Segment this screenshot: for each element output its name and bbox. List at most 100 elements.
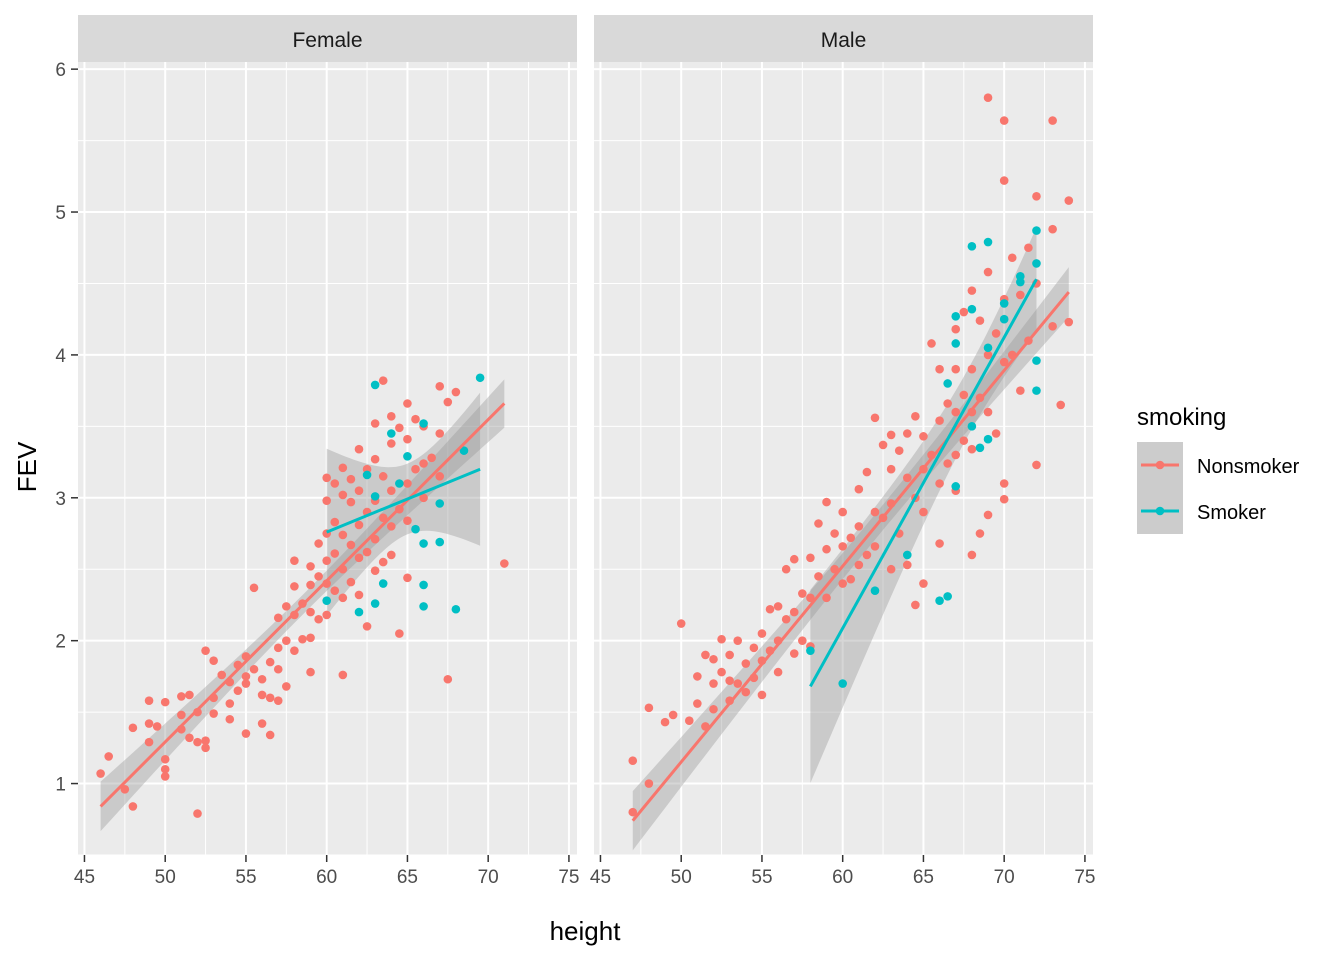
data-point-smoker xyxy=(967,242,977,251)
data-point-nonsmoker xyxy=(886,464,896,474)
data-point-nonsmoker xyxy=(96,769,105,778)
data-point-smoker xyxy=(1032,226,1041,235)
data-point-smoker xyxy=(435,537,445,547)
data-point-nonsmoker xyxy=(773,602,783,611)
data-point-nonsmoker xyxy=(177,710,186,720)
data-point-nonsmoker xyxy=(338,463,348,473)
data-point-nonsmoker xyxy=(806,593,815,603)
data-point-nonsmoker xyxy=(395,423,404,433)
data-point-nonsmoker xyxy=(386,522,396,531)
data-point-nonsmoker xyxy=(911,412,920,421)
data-point-nonsmoker xyxy=(935,364,944,374)
y-tick-label: 5 xyxy=(55,203,66,224)
data-point-nonsmoker xyxy=(346,540,356,550)
data-point-smoker xyxy=(983,343,993,353)
data-point-smoker xyxy=(403,452,412,461)
data-point-nonsmoker xyxy=(1032,460,1041,470)
data-point-smoker xyxy=(951,312,961,321)
data-point-nonsmoker xyxy=(338,593,348,603)
data-point-nonsmoker xyxy=(403,399,412,408)
data-point-nonsmoker xyxy=(160,754,170,764)
data-point-nonsmoker xyxy=(773,667,783,677)
data-point-smoker xyxy=(411,524,420,534)
data-point-nonsmoker xyxy=(975,529,985,538)
data-point-nonsmoker xyxy=(660,717,670,727)
data-point-nonsmoker xyxy=(330,479,340,488)
data-point-nonsmoker xyxy=(1064,317,1074,327)
data-point-nonsmoker xyxy=(500,559,509,568)
data-point-nonsmoker xyxy=(435,382,445,391)
data-point-nonsmoker xyxy=(378,557,388,567)
data-point-nonsmoker xyxy=(765,604,775,614)
data-point-nonsmoker xyxy=(862,550,872,560)
x-tick-label: 65 xyxy=(913,867,934,888)
data-point-smoker xyxy=(419,539,428,548)
data-point-nonsmoker xyxy=(1048,116,1057,125)
data-point-nonsmoker xyxy=(193,809,202,818)
data-point-nonsmoker xyxy=(386,412,396,421)
data-point-smoker xyxy=(983,237,993,247)
data-point-nonsmoker xyxy=(306,633,315,643)
data-point-nonsmoker xyxy=(282,636,291,645)
data-point-nonsmoker xyxy=(757,629,767,638)
data-point-nonsmoker xyxy=(1048,224,1057,234)
data-point-nonsmoker xyxy=(975,316,985,325)
x-tick-label: 60 xyxy=(832,867,853,888)
data-point-nonsmoker xyxy=(870,507,880,517)
data-point-nonsmoker xyxy=(781,614,791,624)
data-point-nonsmoker xyxy=(282,602,291,611)
data-point-nonsmoker xyxy=(1016,290,1025,300)
data-point-nonsmoker xyxy=(846,574,856,584)
data-point-nonsmoker xyxy=(273,696,283,705)
data-point-nonsmoker xyxy=(419,493,428,503)
data-point-nonsmoker xyxy=(282,682,291,691)
data-point-nonsmoker xyxy=(967,444,977,454)
data-point-nonsmoker xyxy=(330,549,340,558)
data-point-nonsmoker xyxy=(330,517,340,527)
x-tick-label: 50 xyxy=(671,867,692,888)
data-point-nonsmoker xyxy=(144,719,154,728)
data-point-nonsmoker xyxy=(870,413,880,423)
data-point-nonsmoker xyxy=(911,600,920,610)
data-point-smoker xyxy=(419,602,428,611)
data-point-nonsmoker xyxy=(789,554,799,564)
data-point-nonsmoker xyxy=(789,649,799,658)
fit-line-nonsmoker xyxy=(99,402,506,808)
data-point-nonsmoker xyxy=(370,534,380,544)
data-point-nonsmoker xyxy=(709,654,718,664)
data-point-nonsmoker xyxy=(717,634,726,644)
data-point-nonsmoker xyxy=(886,430,896,440)
data-point-nonsmoker xyxy=(830,529,839,538)
data-point-nonsmoker xyxy=(919,432,928,441)
data-point-nonsmoker xyxy=(354,520,364,530)
data-point-nonsmoker xyxy=(322,496,331,505)
data-point-nonsmoker xyxy=(370,454,380,464)
data-point-smoker xyxy=(902,550,912,560)
data-point-nonsmoker xyxy=(306,667,315,677)
data-point-nonsmoker xyxy=(684,716,694,725)
data-point-nonsmoker xyxy=(959,307,969,317)
data-point-smoker xyxy=(943,592,952,601)
data-point-nonsmoker xyxy=(644,779,654,788)
data-point-nonsmoker xyxy=(789,607,799,617)
data-point-nonsmoker xyxy=(806,553,815,563)
data-point-nonsmoker xyxy=(185,690,194,700)
data-point-smoker xyxy=(435,499,445,508)
fit-line-nonsmoker xyxy=(631,291,1070,822)
data-point-nonsmoker xyxy=(257,674,267,684)
data-point-nonsmoker xyxy=(725,650,734,660)
data-point-nonsmoker xyxy=(644,703,654,713)
data-point-nonsmoker xyxy=(838,579,847,588)
data-point-nonsmoker xyxy=(128,802,138,811)
data-point-smoker xyxy=(459,446,469,455)
x-tick-label: 75 xyxy=(1074,867,1095,888)
data-point-nonsmoker xyxy=(951,450,961,460)
data-point-nonsmoker xyxy=(193,737,202,747)
data-point-smoker xyxy=(806,646,815,655)
data-point-nonsmoker xyxy=(781,564,791,574)
data-point-nonsmoker xyxy=(919,579,928,588)
x-tick-label: 65 xyxy=(397,867,418,888)
data-point-nonsmoker xyxy=(451,387,461,397)
data-point-nonsmoker xyxy=(1016,386,1025,395)
data-point-nonsmoker xyxy=(878,440,888,450)
